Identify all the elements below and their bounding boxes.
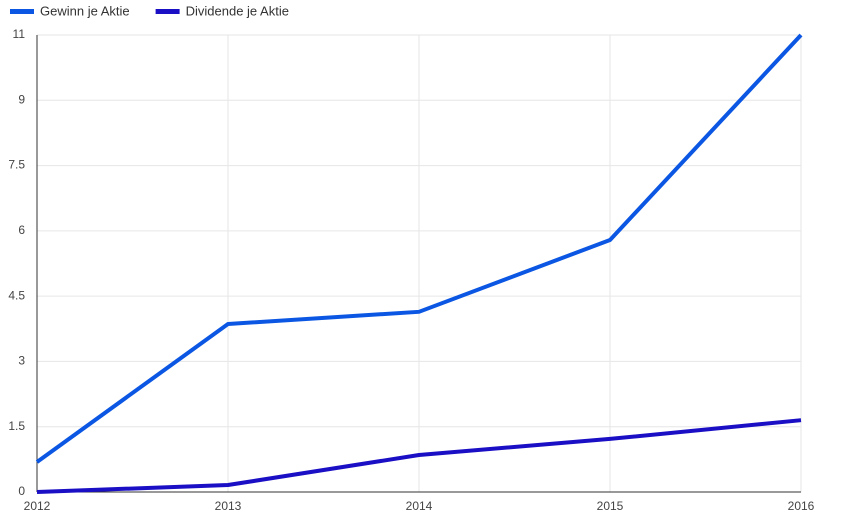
line-series (35, 33, 803, 464)
x-tick-label: 2016 (788, 499, 815, 513)
y-tick-label: 3 (18, 354, 25, 368)
y-tick-label: 9 (18, 92, 25, 106)
legend-swatch (10, 9, 34, 14)
y-tick-label: 0 (18, 484, 25, 498)
y-tick-label: 6 (18, 223, 25, 237)
legend-swatch (155, 9, 180, 14)
y-tick-label: 7.5 (8, 158, 25, 172)
y-tick-label: 11 (13, 27, 26, 41)
legend-label: Gewinn je Aktie (40, 3, 130, 18)
y-tick-label: 1.5 (8, 419, 25, 433)
x-tick-label: 2014 (406, 499, 433, 513)
x-tick-label: 2013 (215, 499, 242, 513)
legend-label: Dividende je Aktie (186, 3, 289, 18)
x-tick-label: 2012 (24, 499, 51, 513)
legend: Gewinn je Aktie Dividende je Aktie (10, 3, 289, 18)
y-tick-label: 4.5 (8, 288, 25, 302)
x-tick-label: 2015 (597, 499, 624, 513)
line-series (36, 418, 802, 494)
